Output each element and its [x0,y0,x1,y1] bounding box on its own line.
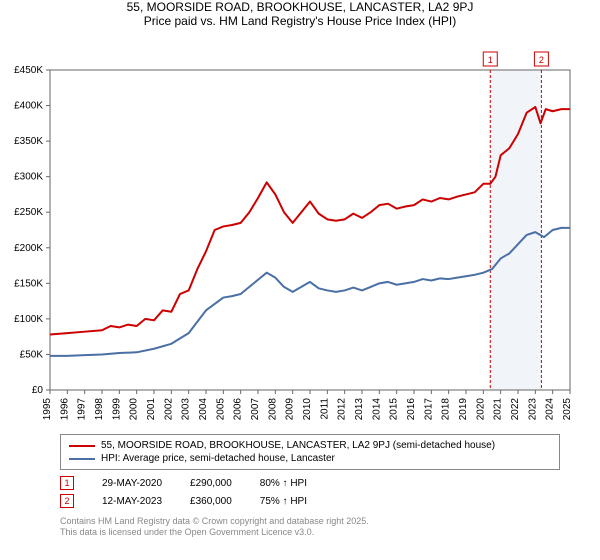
svg-text:2016: 2016 [406,398,417,421]
legend-swatch-hpi [69,458,95,460]
legend-label-price-paid: 55, MOORSIDE ROAD, BROOKHOUSE, LANCASTER… [101,440,495,451]
marker-date-2: 12-MAY-2023 [102,496,162,507]
svg-text:2017: 2017 [423,398,434,421]
svg-text:2007: 2007 [250,398,261,421]
line-chart-svg: £0 £50K £100K £150K £200K £250K £300K £350K £400… [0,28,600,428]
svg-text:1995: 1995 [42,398,53,421]
svg-text:£450K: £450K [14,65,43,76]
svg-text:2002: 2002 [163,398,174,421]
svg-text:2012: 2012 [337,398,348,421]
svg-text:2006: 2006 [233,398,244,421]
svg-text:2001: 2001 [146,398,157,421]
marker-date-1: 29-MAY-2020 [102,478,162,489]
svg-text:£250K: £250K [14,207,43,218]
svg-text:2000: 2000 [129,398,140,421]
attribution-line1: Contains HM Land Registry data © Crown c… [60,516,560,527]
svg-text:£300K: £300K [14,172,43,183]
svg-text:£350K: £350K [14,136,43,147]
svg-text:2014: 2014 [371,398,382,421]
marker-badge-1: 1 [60,476,74,490]
svg-text:2010: 2010 [302,398,313,421]
svg-text:2011: 2011 [319,398,330,420]
svg-text:£50K: £50K [20,349,44,360]
svg-text:2015: 2015 [389,398,400,421]
svg-text:2005: 2005 [215,398,226,421]
legend-item-hpi: HPI: Average price, semi-detached house,… [69,452,551,465]
svg-text:2004: 2004 [198,398,209,421]
chart-area: £0 £50K £100K £150K £200K £250K £300K £350K £400… [0,28,600,428]
legend: 55, MOORSIDE ROAD, BROOKHOUSE, LANCASTER… [60,434,560,470]
svg-text:2025: 2025 [562,398,573,421]
svg-text:2024: 2024 [545,398,556,421]
marker-badge-2: 2 [60,494,74,508]
svg-text:£400K: £400K [14,101,43,112]
svg-text:2021: 2021 [493,398,504,421]
svg-text:2009: 2009 [285,398,296,421]
marker-table: 1 29-MAY-2020 £290,000 80% ↑ HPI 2 12-MA… [60,474,560,510]
svg-text:2003: 2003 [181,398,192,421]
svg-text:2019: 2019 [458,398,469,421]
svg-text:1999: 1999 [111,398,122,421]
marker-ratio-2: 75% ↑ HPI [260,496,307,507]
svg-text:£200K: £200K [14,243,43,254]
marker-row-1: 1 29-MAY-2020 £290,000 80% ↑ HPI [60,474,560,492]
svg-text:£150K: £150K [14,278,43,289]
attribution: Contains HM Land Registry data © Crown c… [60,516,560,539]
svg-text:£100K: £100K [14,314,43,325]
legend-swatch-price-paid [69,445,95,447]
svg-text:2022: 2022 [510,398,521,421]
attribution-line2: This data is licensed under the Open Gov… [60,527,560,538]
svg-text:1996: 1996 [59,398,70,421]
marker-price-1: £290,000 [190,478,232,489]
svg-text:£0: £0 [32,385,44,396]
svg-text:1997: 1997 [77,398,88,421]
svg-text:1998: 1998 [94,398,105,421]
chart-title-line2: Price paid vs. HM Land Registry's House … [0,14,600,28]
svg-text:2008: 2008 [267,398,278,421]
marker-row-2: 2 12-MAY-2023 £360,000 75% ↑ HPI [60,492,560,510]
svg-text:2018: 2018 [441,398,452,421]
svg-text:2020: 2020 [475,398,486,421]
svg-text:2023: 2023 [527,398,538,421]
marker-price-2: £360,000 [190,496,232,507]
chart-title-line1: 55, MOORSIDE ROAD, BROOKHOUSE, LANCASTER… [0,0,600,14]
svg-text:2: 2 [539,55,544,65]
marker-ratio-1: 80% ↑ HPI [260,478,307,489]
legend-label-hpi: HPI: Average price, semi-detached house,… [101,453,335,464]
svg-text:1: 1 [488,55,493,65]
legend-item-price-paid: 55, MOORSIDE ROAD, BROOKHOUSE, LANCASTER… [69,439,551,452]
svg-text:2013: 2013 [354,398,365,421]
